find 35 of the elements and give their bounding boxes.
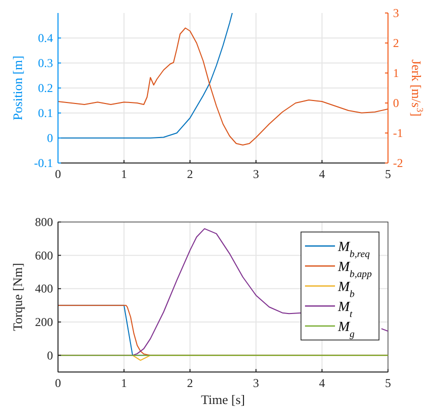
legend-label: M$_{b}$ xyxy=(337,280,355,300)
x-tick-label: 3 xyxy=(253,376,259,390)
y-tick-label: 0.4 xyxy=(38,31,53,45)
y-tick-label: 200 xyxy=(35,315,53,329)
y2-tick-label: 0 xyxy=(393,96,399,110)
y2-tick-label: -1 xyxy=(393,126,403,140)
y-tick-label: 0.1 xyxy=(38,106,53,120)
x-tick-label: 1 xyxy=(121,376,127,390)
y2-tick-label: 2 xyxy=(393,36,399,50)
y2-tick-label: 1 xyxy=(393,66,399,80)
y-tick-label: -0.1 xyxy=(34,156,53,170)
y2-tick-label: 3 xyxy=(393,6,399,20)
y-tick-label: 600 xyxy=(35,248,53,262)
legend-label: M$_{t}$ xyxy=(337,300,353,320)
x-tick-label: 5 xyxy=(385,167,391,181)
y-tick-label: 0 xyxy=(47,348,53,362)
y-tick-label: 0 xyxy=(47,131,53,145)
y-axis-title: Torque [Nm] xyxy=(10,262,25,332)
y-tick-label: 800 xyxy=(35,215,53,229)
x-tick-label: 5 xyxy=(385,376,391,390)
x-tick-label: 1 xyxy=(121,167,127,181)
y-tick-label: 0.2 xyxy=(38,81,53,95)
x-tick-label: 4 xyxy=(319,167,325,181)
legend-label: M$_{b,req}$ xyxy=(337,240,370,260)
x-tick-label: 4 xyxy=(319,376,325,390)
x-tick-label: 2 xyxy=(187,376,193,390)
legend-label: M$_{g}$ xyxy=(337,320,355,340)
y-axis-title: Position [m] xyxy=(10,56,25,120)
y-tick-label: 400 xyxy=(35,282,53,296)
x-tick-label: 2 xyxy=(187,167,193,181)
y-tick-label: 0.3 xyxy=(38,56,53,70)
legend-label: M$_{b,app}$ xyxy=(337,260,372,280)
x-tick-label: 3 xyxy=(253,167,259,181)
x-axis-title: Time [s] xyxy=(201,392,245,407)
y2-tick-label: -2 xyxy=(393,156,403,170)
